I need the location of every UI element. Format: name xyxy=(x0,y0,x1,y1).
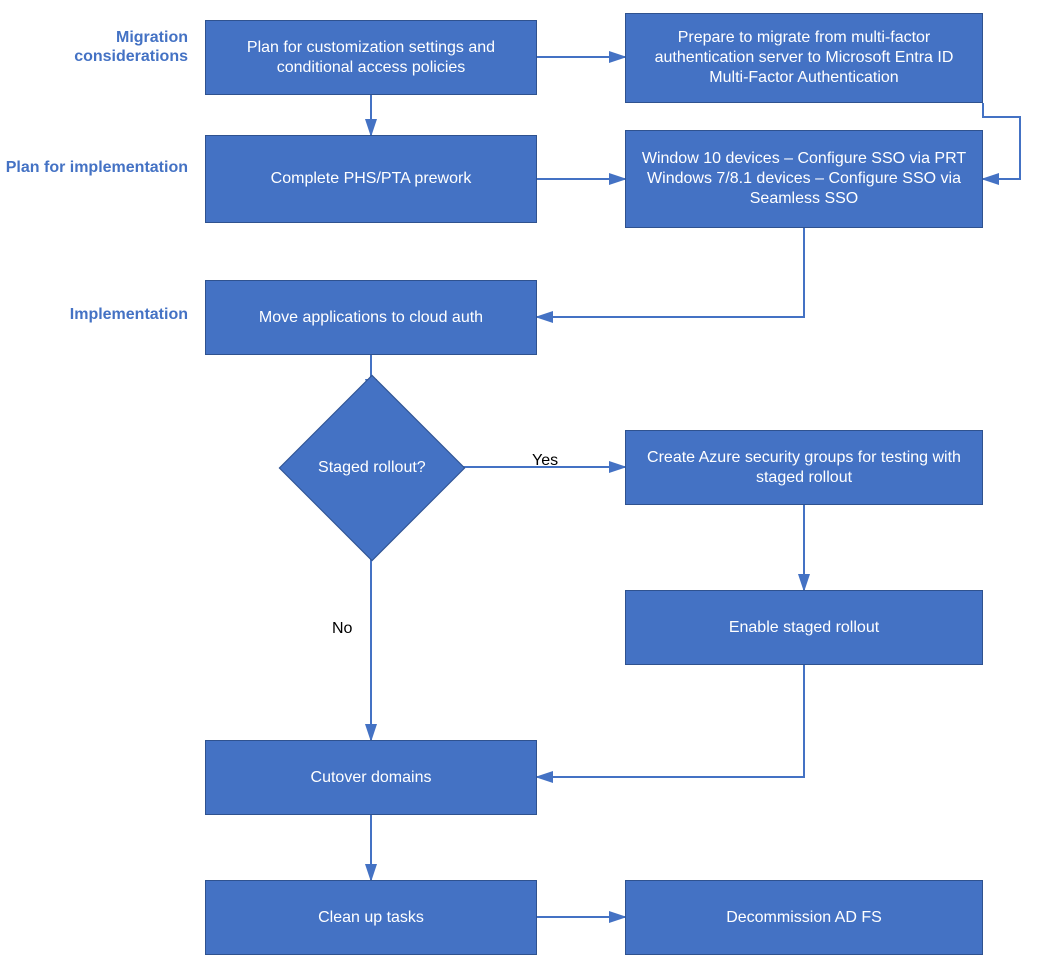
node-prepare-mfa: Prepare to migrate from multi-factor aut… xyxy=(625,13,983,103)
node-cutover: Cutover domains xyxy=(205,740,537,815)
node-staged-rollout-decision: Staged rollout? xyxy=(279,375,466,562)
node-sso-config: Window 10 devices – Configure SSO via PR… xyxy=(625,130,983,228)
node-create-groups: Create Azure security groups for testing… xyxy=(625,430,983,505)
node-move-apps: Move applications to cloud auth xyxy=(205,280,537,355)
node-enable-staged: Enable staged rollout xyxy=(625,590,983,665)
node-phs-pta: Complete PHS/PTA prework xyxy=(205,135,537,223)
node-cleanup: Clean up tasks xyxy=(205,880,537,955)
node-decom: Decommission AD FS xyxy=(625,880,983,955)
edge-label-no: No xyxy=(332,620,352,638)
node-plan-custom: Plan for customization settings and cond… xyxy=(205,20,537,95)
edge-label-yes: Yes xyxy=(532,452,558,470)
row-label-impl: Implementation xyxy=(0,305,188,324)
row-label-migration: Migration considerations xyxy=(0,28,188,66)
row-label-plan: Plan for implementation xyxy=(0,158,188,177)
flowchart-canvas: Migration considerations Plan for implem… xyxy=(0,0,1045,973)
node-staged-rollout-label: Staged rollout? xyxy=(318,459,426,477)
